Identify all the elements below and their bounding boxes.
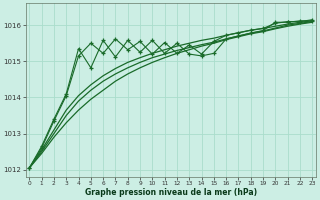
X-axis label: Graphe pression niveau de la mer (hPa): Graphe pression niveau de la mer (hPa) bbox=[85, 188, 257, 197]
